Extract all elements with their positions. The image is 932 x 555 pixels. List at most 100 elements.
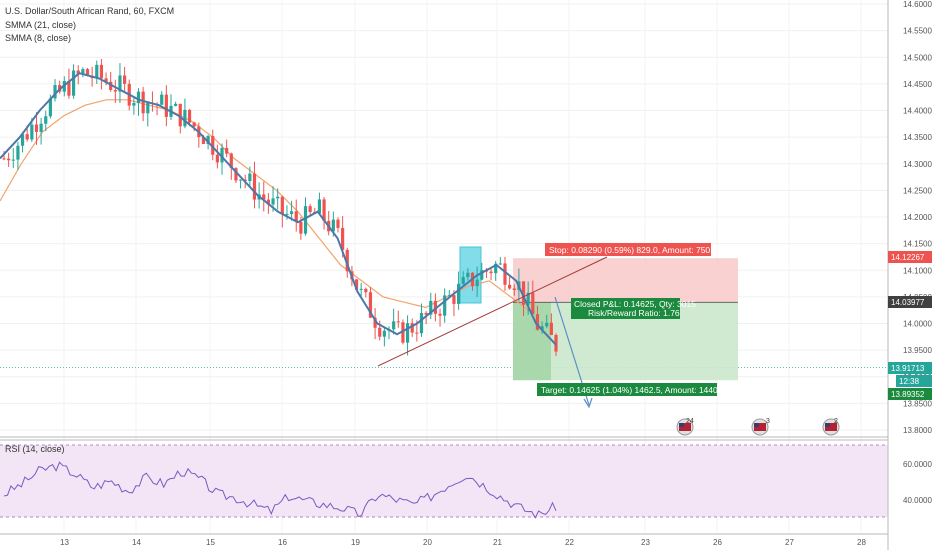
event-flag-3-count: 2 <box>834 418 838 425</box>
event-flag-1[interactable]: 24 <box>676 418 694 436</box>
candle-body <box>99 64 104 79</box>
price-tick-label: 14.50000 <box>903 53 932 62</box>
candle-body <box>452 295 456 304</box>
price-tick-label: 13.80000 <box>903 426 932 435</box>
candle-body <box>382 330 386 337</box>
candle-body <box>308 206 312 212</box>
candle-body <box>405 323 410 343</box>
candle-body <box>16 145 20 160</box>
trend-line[interactable] <box>377 256 608 367</box>
price-tick-label: 14.15000 <box>903 240 932 249</box>
candle-body <box>410 323 414 333</box>
candle-body <box>475 279 479 287</box>
price-tick-label: 13.95000 <box>903 346 932 355</box>
candle-body <box>294 211 298 222</box>
candle-body <box>76 70 80 75</box>
candle-body <box>554 334 558 352</box>
time-tick-label: 23 <box>641 538 650 547</box>
pl-label[interactable]: Closed P&L: 0.14625, Qty: 3015 Risk/Rewa… <box>571 298 696 319</box>
candle-body <box>396 321 400 323</box>
countdown-text: 12:38 <box>899 377 920 386</box>
risk-reward-text: Risk/Reward Ratio: 1.76 <box>588 308 680 318</box>
entry-price-badge: 14.03977 <box>888 296 932 308</box>
candle-body <box>438 313 442 316</box>
candle-body <box>104 78 108 82</box>
candle-body <box>447 295 451 297</box>
candle-body <box>141 91 145 114</box>
target-price-text: 13.89352 <box>891 390 925 399</box>
event-flag-2[interactable]: 3 <box>751 418 770 436</box>
candle-body <box>545 322 549 327</box>
candle-body <box>299 221 303 234</box>
candle-body <box>521 281 526 305</box>
price-tick-label: 14.00000 <box>903 320 932 329</box>
candle-body <box>345 249 349 272</box>
stop-label-text: Stop: 0.08290 (0.59%) 829.0, Amount: 750… <box>549 245 722 255</box>
candle-body <box>322 199 326 221</box>
candle-body <box>392 321 396 330</box>
candle-body <box>368 292 373 318</box>
rsi-band <box>0 445 888 517</box>
candle-body <box>71 70 76 96</box>
candle-body <box>433 300 437 314</box>
smma8-line <box>0 72 557 346</box>
candle-body <box>549 322 553 335</box>
candle-body <box>109 81 113 90</box>
event-flag-3[interactable]: 2 <box>822 418 840 436</box>
price-tick-label: 14.45000 <box>903 80 932 89</box>
candle-body <box>289 211 294 214</box>
candle-body <box>211 136 215 155</box>
candle-body <box>498 263 502 265</box>
candle-body <box>248 173 252 182</box>
price-tick-label: 14.25000 <box>903 186 932 195</box>
candle-body <box>67 80 71 96</box>
target-label[interactable]: Target: 0.14625 (1.04%) 1462.5, Amount: … <box>537 383 730 396</box>
candle-body <box>331 219 335 232</box>
time-ticks: 13 14 15 16 19 20 21 22 23 26 27 28 <box>60 538 866 547</box>
smma8-layer <box>0 72 557 346</box>
candle-body <box>220 147 224 163</box>
target-label-text: Target: 0.14625 (1.04%) 1462.5, Amount: … <box>541 385 730 395</box>
time-tick-label: 19 <box>351 538 360 547</box>
candle-body <box>271 198 275 205</box>
projection-arrowhead <box>583 397 593 409</box>
last-price-badge: 13.91713 <box>888 362 932 374</box>
candle-body <box>280 196 284 215</box>
candle-body <box>183 109 187 127</box>
candle-body <box>39 123 43 132</box>
time-tick-label: 22 <box>565 538 574 547</box>
stop-label[interactable]: Stop: 0.08290 (0.59%) 829.0, Amount: 750… <box>545 243 722 256</box>
candle-body <box>201 137 206 144</box>
candle-body <box>489 271 493 274</box>
last-price-text: 13.91713 <box>891 364 925 373</box>
rsi-legend[interactable]: RSI (14, close) <box>5 444 65 454</box>
countdown-badge: 12:38 <box>896 375 932 387</box>
candle-body <box>11 159 15 161</box>
candle-body <box>443 295 447 316</box>
candle-body <box>53 85 57 99</box>
candle-body <box>503 263 507 285</box>
candle-body <box>276 196 280 199</box>
candle-body <box>480 270 484 280</box>
rsi-line <box>3 461 557 519</box>
smma8-legend[interactable]: SMMA (8, close) <box>5 33 72 43</box>
candle-body <box>535 314 540 330</box>
chart-title: U.S. Dollar/South African Rand, 60, FXCM <box>5 6 175 16</box>
candle-body <box>494 263 498 274</box>
candle-body <box>187 109 192 123</box>
stop-zone[interactable] <box>513 258 738 303</box>
candle-body <box>341 227 345 250</box>
candle-body <box>512 288 516 290</box>
time-tick-label: 13 <box>60 538 69 547</box>
event-flag-1-count: 24 <box>686 418 694 425</box>
candle-body <box>401 322 405 343</box>
candle-body <box>234 168 238 181</box>
price-tick-label: 14.55000 <box>903 27 932 36</box>
candle-body <box>44 116 48 124</box>
candle-body <box>354 279 359 290</box>
candle-body <box>229 153 233 169</box>
smma21-legend[interactable]: SMMA (21, close) <box>5 20 77 30</box>
candle-body <box>48 98 52 117</box>
